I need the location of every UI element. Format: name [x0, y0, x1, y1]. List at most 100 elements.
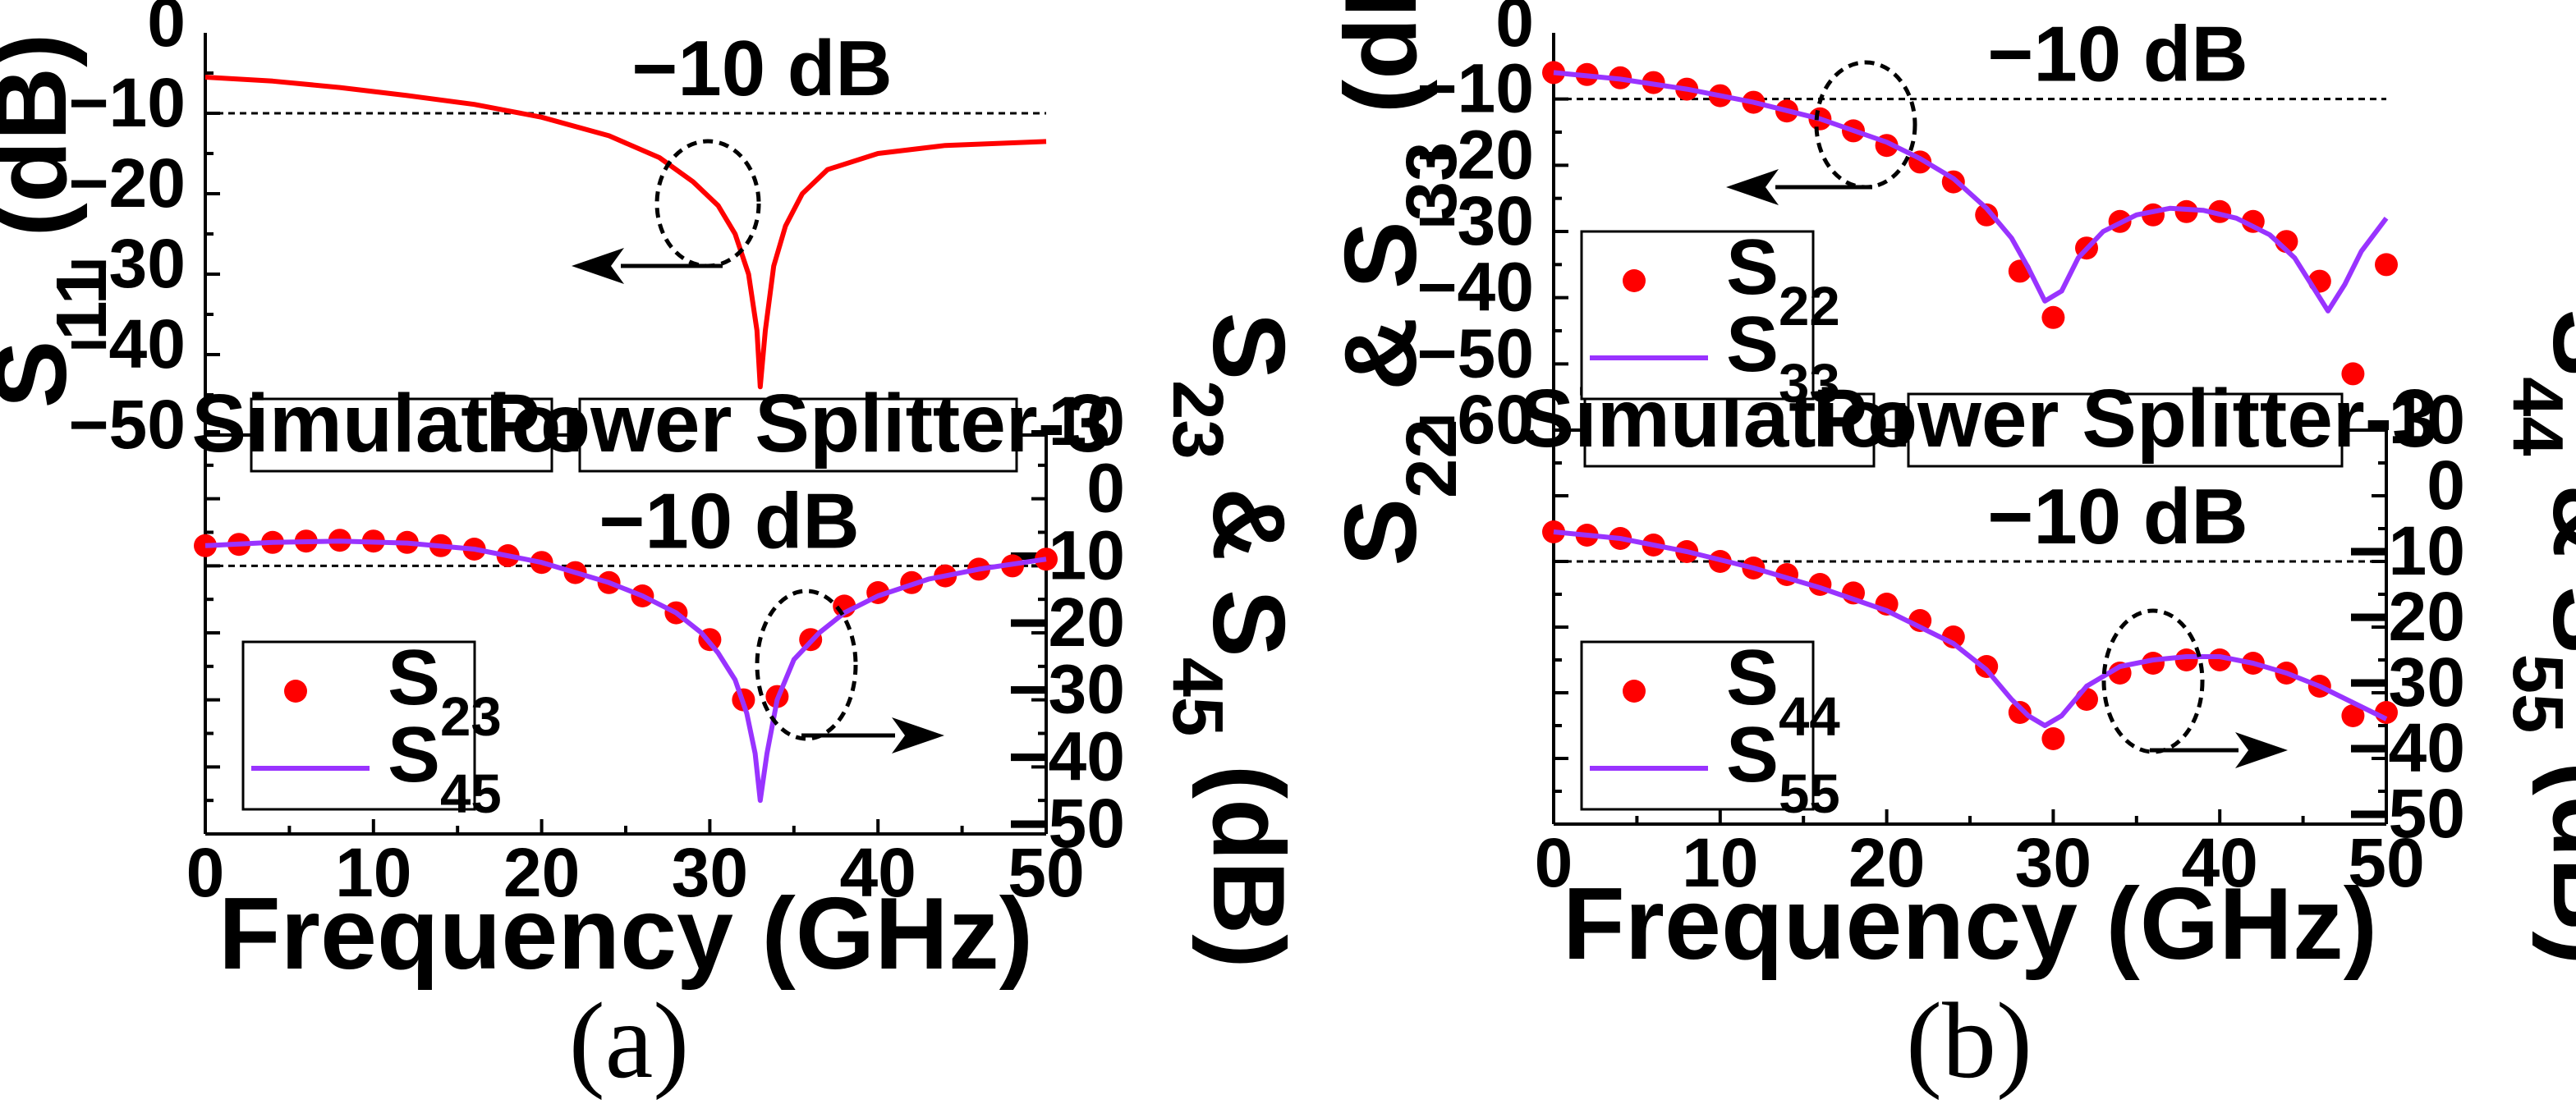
reference-lines: −10 dB −10 dB	[1554, 11, 2386, 563]
bottom-ref-label: −10 dB	[1987, 473, 2248, 561]
dashed-ellipse	[755, 589, 858, 741]
panel-caption: (a)	[569, 980, 690, 1101]
legend-label-S23: S23	[388, 634, 502, 748]
x-tick-label: 20	[503, 834, 580, 911]
bottom-y-tick-label: −40	[2349, 709, 2466, 786]
data-point-S22	[1975, 203, 1999, 227]
legend-label-S33: S33	[1726, 300, 1840, 415]
data-point-S44	[2174, 648, 2198, 671]
top-y-tick-label: 0	[147, 0, 186, 61]
bottom-y-axis-label: S23 & S45 (dB)	[1159, 312, 1306, 968]
top-y-tick-label: 0	[1495, 0, 1534, 61]
dashed-ellipse	[654, 139, 761, 268]
bottom-ref-label: −10 dB	[599, 477, 859, 565]
bottom-y-tick-label: −20	[2349, 578, 2466, 655]
series-S55	[1553, 529, 2388, 728]
data-point-S44	[2041, 727, 2065, 750]
data-point-S44	[2341, 704, 2365, 727]
x-axis-label: Frequency (GHz)	[1563, 868, 2377, 981]
top-y-tick-label: −50	[69, 386, 186, 463]
series-line-S11	[204, 75, 1047, 390]
x-tick-label: 0	[1535, 824, 1573, 901]
x-ticks: 0 10 20 30 40 50	[186, 819, 1085, 911]
bottom-y-tick-label: −50	[2349, 775, 2466, 852]
bottom-y-tick-label: −20	[1008, 584, 1126, 661]
bottom-y-ticks: 100−10−20−30−40−50	[205, 383, 1125, 862]
top-y-axis-label: S11 (dB)	[0, 34, 122, 409]
top-y-tick-label: −20	[1417, 116, 1535, 193]
data-point-S22	[2041, 305, 2065, 329]
series-line-S55	[1553, 529, 2388, 728]
legend-box	[241, 640, 476, 811]
x-tick-label: 0	[186, 834, 225, 911]
arrow-head	[572, 248, 624, 284]
x-tick-label: 50	[2348, 824, 2424, 901]
top-ref-label: −10 dB	[1987, 11, 2248, 98]
arrow-head	[2235, 732, 2288, 768]
top-y-tick-label: −30	[1417, 182, 1535, 259]
legend-label-S55: S55	[1726, 711, 1840, 825]
bottom-y-ticks: 100−10−20−30−40−50	[1554, 381, 2465, 852]
annotations	[572, 139, 944, 754]
data-point-S22	[2341, 362, 2365, 386]
bottom-y-tick-label: 10	[2389, 381, 2465, 458]
top-y-tick-label: −20	[69, 144, 186, 222]
series-line-S45	[204, 538, 1047, 804]
series-S11	[204, 75, 1047, 390]
label-box	[1583, 392, 1876, 468]
bottom-y-tick-label: 10	[1049, 383, 1125, 460]
x-axis-label: Frequency (GHz)	[218, 877, 1033, 991]
x-tick-label: 10	[335, 834, 411, 911]
legend-label-S22: S22	[1726, 223, 1840, 337]
legend-box	[1580, 230, 1815, 401]
x-tick-label: 40	[2181, 824, 2257, 901]
x-tick-label: 20	[1848, 824, 1925, 901]
label-box	[1907, 392, 2344, 468]
power-splitter-label: Power Splitter-3	[1812, 373, 2437, 465]
legend-marker-dot	[1623, 680, 1646, 703]
data-point-S44	[2008, 701, 2032, 724]
top-y-tick-label: −30	[69, 225, 186, 302]
top-y-ticks: 0−10−20−30−40−50−60	[1417, 0, 1568, 458]
legend-label-S45: S45	[388, 711, 502, 825]
label-box	[578, 397, 1018, 473]
x-tick-label: 40	[839, 834, 916, 911]
bottom-y-tick-label: −30	[1008, 651, 1126, 728]
series-line-S33	[1553, 70, 2389, 314]
x-tick-label: 30	[2015, 824, 2092, 901]
top-y-tick-label: −40	[1417, 249, 1535, 326]
top-y-tick-label: −50	[1417, 314, 1535, 392]
dashed-ellipse	[2101, 608, 2205, 754]
reference-lines: −10 dB −10 dB	[205, 25, 1046, 567]
bottom-y-tick-label: −40	[1008, 717, 1126, 795]
bottom-y-tick-label: −10	[2349, 512, 2466, 589]
annotations	[1726, 60, 2288, 768]
power-splitter-label: Power Splitter-3	[485, 378, 1110, 470]
x-tick-label: 50	[1008, 834, 1084, 911]
x-ticks: 0 10 20 30 40 50	[1535, 809, 2425, 901]
legend-marker-dot	[1623, 269, 1646, 292]
legend-marker-dot	[284, 680, 307, 703]
data-point-S44	[1975, 655, 1999, 678]
label-box	[250, 397, 553, 473]
arrow-head	[892, 717, 944, 754]
arrow-head	[1726, 169, 1779, 205]
top-y-tick-label: −10	[69, 64, 186, 141]
x-tick-label: 30	[672, 834, 748, 911]
panel-caption: (b)	[1906, 980, 2032, 1101]
data-point-S22	[2375, 253, 2398, 277]
simulation-label: Simulation	[191, 378, 611, 470]
x-tick-label: 10	[1682, 824, 1758, 901]
top-y-ticks: 0−10−20−30−40−50	[69, 0, 220, 463]
top-y-axis-label: S22 & S33 (dB)	[1325, 0, 1472, 566]
top-y-tick-label: −10	[1417, 50, 1535, 127]
